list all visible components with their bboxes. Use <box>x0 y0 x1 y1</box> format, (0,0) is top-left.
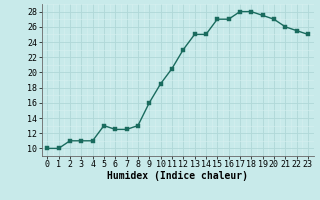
X-axis label: Humidex (Indice chaleur): Humidex (Indice chaleur) <box>107 171 248 181</box>
